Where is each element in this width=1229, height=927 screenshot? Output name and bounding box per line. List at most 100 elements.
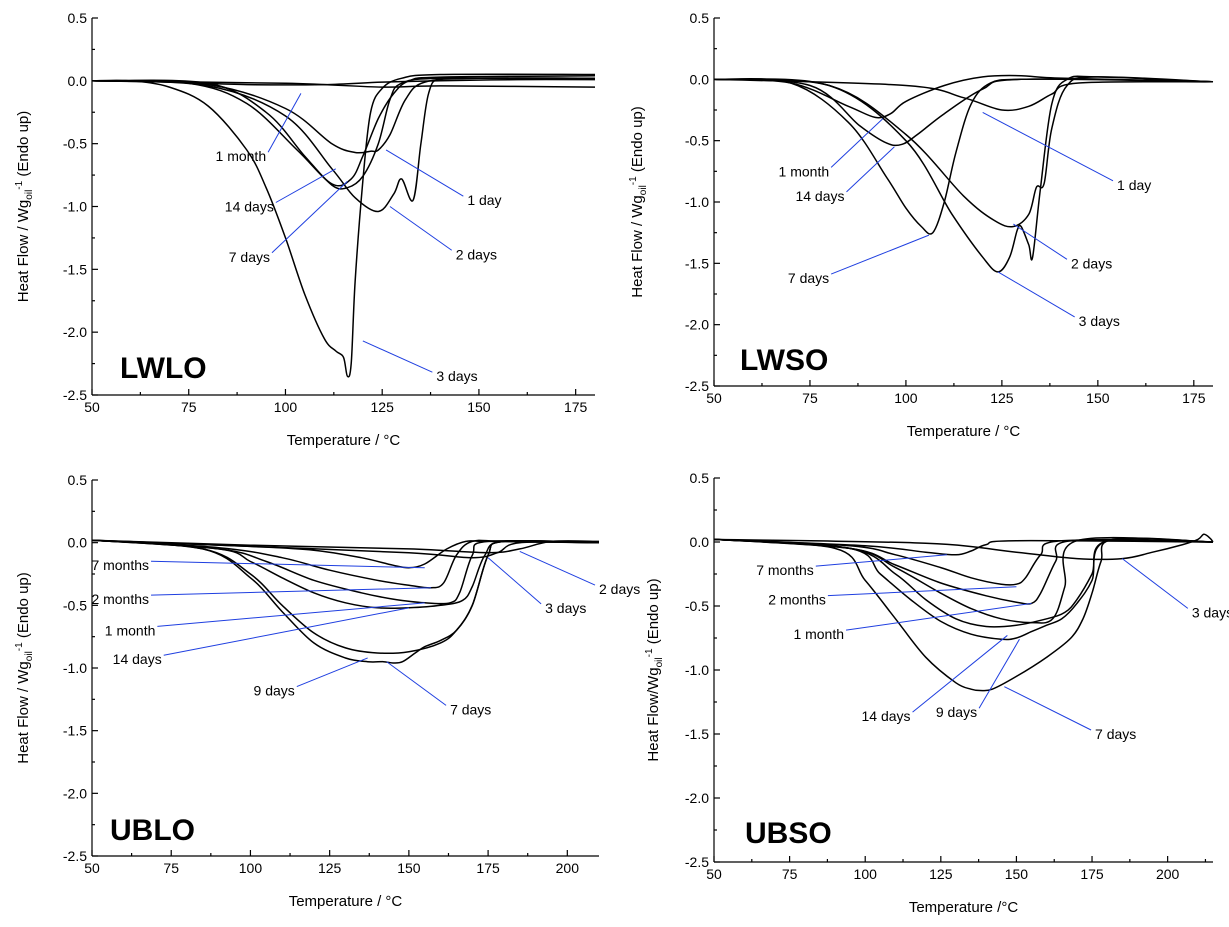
annotation-leader [151, 560, 425, 569]
annotation-label: 9 days [254, 683, 295, 699]
y-tick-label: -2.5 [63, 848, 87, 864]
y-tick-label: -2.5 [63, 387, 87, 403]
x-tick-label: 50 [84, 860, 100, 876]
annotation-label: 3 days [1079, 313, 1120, 329]
dsc-curve-3 [713, 78, 1214, 147]
y-tick-label: -1.0 [685, 194, 709, 210]
annotation-leader [163, 607, 409, 656]
y-axis-title: Heat Flow / Wgoil-1 (Endo up) [628, 106, 649, 298]
y-axis-title: Heat Flow / Wgoil-1 (Endo up) [14, 111, 35, 303]
y-tick-label: -1.0 [63, 199, 87, 215]
x-tick-label: 125 [929, 866, 953, 882]
y-tick-label: 0.0 [690, 71, 710, 87]
annotation-label: 2 days [599, 581, 640, 597]
annotation-label: 1 day [1117, 177, 1151, 193]
y-tick-label: 0.0 [68, 535, 88, 551]
panel-label: UBSO [745, 817, 832, 850]
x-tick-label: 200 [556, 860, 580, 876]
annotation-leader [982, 112, 1114, 182]
panel-ubso: 0.5 0.0 -0.5 -1.0 -1.5 -2.0 -2.550 75 100 125 150 1… [644, 470, 1229, 916]
dsc-curve-4 [91, 76, 595, 213]
dsc-curve-8 [91, 539, 600, 664]
annotation-label: 14 days [795, 188, 844, 204]
y-tick-label: 0.5 [690, 10, 710, 26]
annotation-label: 14 days [225, 199, 274, 215]
annotation-leader [519, 550, 596, 586]
x-tick-label: 125 [371, 399, 395, 415]
dsc-curve-1 [713, 78, 1214, 112]
y-axis-title: Heat Flow/Wgoil-1 (Endo up) [644, 578, 665, 761]
annotation-label: 2 months [91, 591, 149, 607]
annotation-leader [830, 234, 930, 275]
x-tick-label: 150 [397, 860, 421, 876]
annotation-label: 7 months [91, 557, 149, 573]
x-tick-label: 50 [84, 399, 100, 415]
annotation-label: 7 days [450, 701, 491, 717]
panel-lwlo: 0.5 0.0 -0.5 -1.0 -1.5 -2.0 -2.550 75 100 125 150 1… [14, 10, 596, 449]
annotation-label: 9 days [936, 704, 977, 720]
annotation-label: 1 day [467, 192, 501, 208]
x-axis-title: Temperature / °C [289, 893, 403, 910]
dsc-curve-2 [713, 538, 1214, 556]
y-axis-title: Heat Flow / Wgoil-1 (Endo up) [14, 572, 35, 764]
annotation-label: 1 month [216, 148, 267, 164]
x-tick-label: 100 [854, 866, 878, 882]
panel-label: LWLO [120, 352, 207, 385]
y-tick-label: -2.0 [685, 790, 709, 806]
panel-label: LWSO [740, 344, 828, 377]
annotation-label: 1 month [793, 626, 844, 642]
y-tick-label: 0.0 [68, 73, 88, 89]
x-tick-label: 175 [476, 860, 500, 876]
y-tick-label: -0.5 [685, 133, 709, 149]
annotation-leader [846, 146, 895, 193]
annotation-leader [1013, 223, 1068, 260]
x-tick-label: 175 [1080, 866, 1104, 882]
y-tick-label: -2.0 [63, 785, 87, 801]
annotation-leader [1121, 558, 1189, 609]
y-tick-label: 0.0 [690, 534, 710, 550]
annotation-leader [157, 602, 425, 627]
annotation-leader [815, 554, 947, 567]
x-tick-label: 75 [802, 390, 818, 406]
x-tick-label: 125 [990, 390, 1014, 406]
annotation-leader [385, 149, 464, 197]
x-axis-title: Temperature /°C [909, 899, 1019, 916]
annotation-leader [362, 340, 433, 373]
y-tick-label: -0.5 [63, 597, 87, 613]
x-axis-title: Temperature / °C [287, 432, 401, 449]
panel-lwso: 0.5 0.0 -0.5 -1.0 -1.5 -2.0 -2.550 75 100 125 150 1… [628, 10, 1214, 440]
dsc-curve-7 [713, 537, 1214, 641]
dsc-curve-5 [713, 76, 1214, 228]
annotation-label: 3 days [436, 368, 477, 384]
annotation-leader [830, 118, 884, 168]
annotation-label: 1 month [105, 622, 156, 638]
y-tick-label: -1.0 [685, 662, 709, 678]
y-tick-label: -1.5 [685, 255, 709, 271]
x-tick-label: 150 [1086, 390, 1110, 406]
annotation-label: 14 days [113, 651, 162, 667]
x-tick-label: 100 [239, 860, 263, 876]
dsc-curve-5 [91, 539, 600, 605]
annotation-leader [487, 557, 542, 605]
y-tick-label: -1.5 [685, 726, 709, 742]
annotation-label: 1 month [779, 163, 830, 179]
annotation-label: 7 days [1095, 726, 1136, 742]
x-tick-label: 125 [318, 860, 342, 876]
annotation-leader [151, 587, 432, 596]
annotation-label: 2 days [456, 246, 497, 262]
x-tick-label: 75 [782, 866, 798, 882]
y-tick-label: -1.5 [63, 723, 87, 739]
y-tick-label: -2.5 [685, 378, 709, 394]
dsc-curve-7 [91, 73, 596, 378]
annotation-leader [1004, 686, 1092, 731]
dsc-curve-5 [91, 77, 596, 190]
annotation-leader [997, 271, 1075, 318]
x-tick-label: 50 [706, 866, 722, 882]
annotation-leader [275, 168, 337, 203]
dsc-curve-3 [91, 77, 596, 154]
x-tick-label: 150 [1005, 866, 1029, 882]
dsc-curve-6 [713, 75, 1214, 273]
annotation-label: 7 days [229, 249, 270, 265]
x-tick-label: 100 [274, 399, 298, 415]
dsc-curve-3 [713, 538, 1214, 586]
